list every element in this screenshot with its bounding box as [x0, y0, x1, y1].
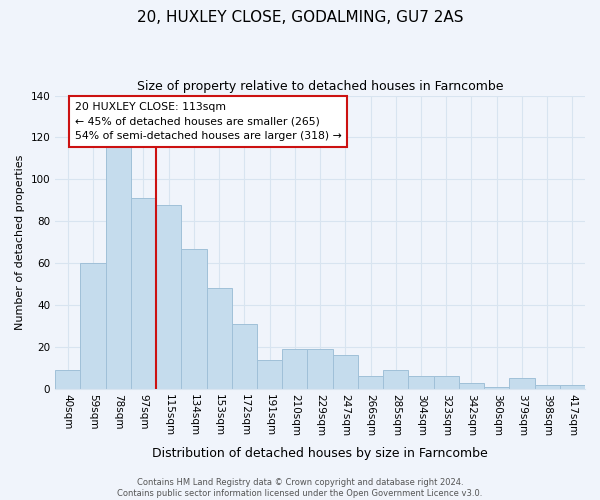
Text: 20, HUXLEY CLOSE, GODALMING, GU7 2AS: 20, HUXLEY CLOSE, GODALMING, GU7 2AS [137, 10, 463, 25]
Bar [206, 288, 232, 389]
Bar [459, 382, 484, 389]
Bar [332, 356, 358, 389]
Y-axis label: Number of detached properties: Number of detached properties [15, 154, 25, 330]
Bar [80, 263, 106, 389]
Text: Contains HM Land Registry data © Crown copyright and database right 2024.
Contai: Contains HM Land Registry data © Crown c… [118, 478, 482, 498]
Bar [232, 324, 257, 389]
Title: Size of property relative to detached houses in Farncombe: Size of property relative to detached ho… [137, 80, 503, 93]
Bar [131, 198, 156, 389]
Bar [106, 146, 131, 389]
Bar [282, 349, 307, 389]
X-axis label: Distribution of detached houses by size in Farncombe: Distribution of detached houses by size … [152, 447, 488, 460]
Bar [560, 384, 585, 389]
Bar [307, 349, 332, 389]
Bar [535, 384, 560, 389]
Bar [484, 387, 509, 389]
Bar [358, 376, 383, 389]
Text: 20 HUXLEY CLOSE: 113sqm
← 45% of detached houses are smaller (265)
54% of semi-d: 20 HUXLEY CLOSE: 113sqm ← 45% of detache… [74, 102, 341, 142]
Bar [181, 248, 206, 389]
Bar [409, 376, 434, 389]
Bar [509, 378, 535, 389]
Bar [55, 370, 80, 389]
Bar [257, 360, 282, 389]
Bar [434, 376, 459, 389]
Bar [156, 204, 181, 389]
Bar [383, 370, 409, 389]
